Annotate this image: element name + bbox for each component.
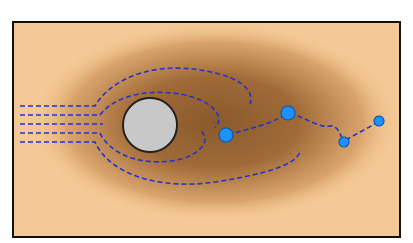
vortex — [374, 116, 384, 126]
vortex — [219, 128, 233, 142]
vortex — [339, 137, 349, 147]
page — [0, 0, 413, 243]
cylinder — [123, 98, 177, 152]
wake-region — [30, 22, 400, 222]
flow-diagram — [0, 0, 413, 243]
vortex — [281, 106, 295, 120]
